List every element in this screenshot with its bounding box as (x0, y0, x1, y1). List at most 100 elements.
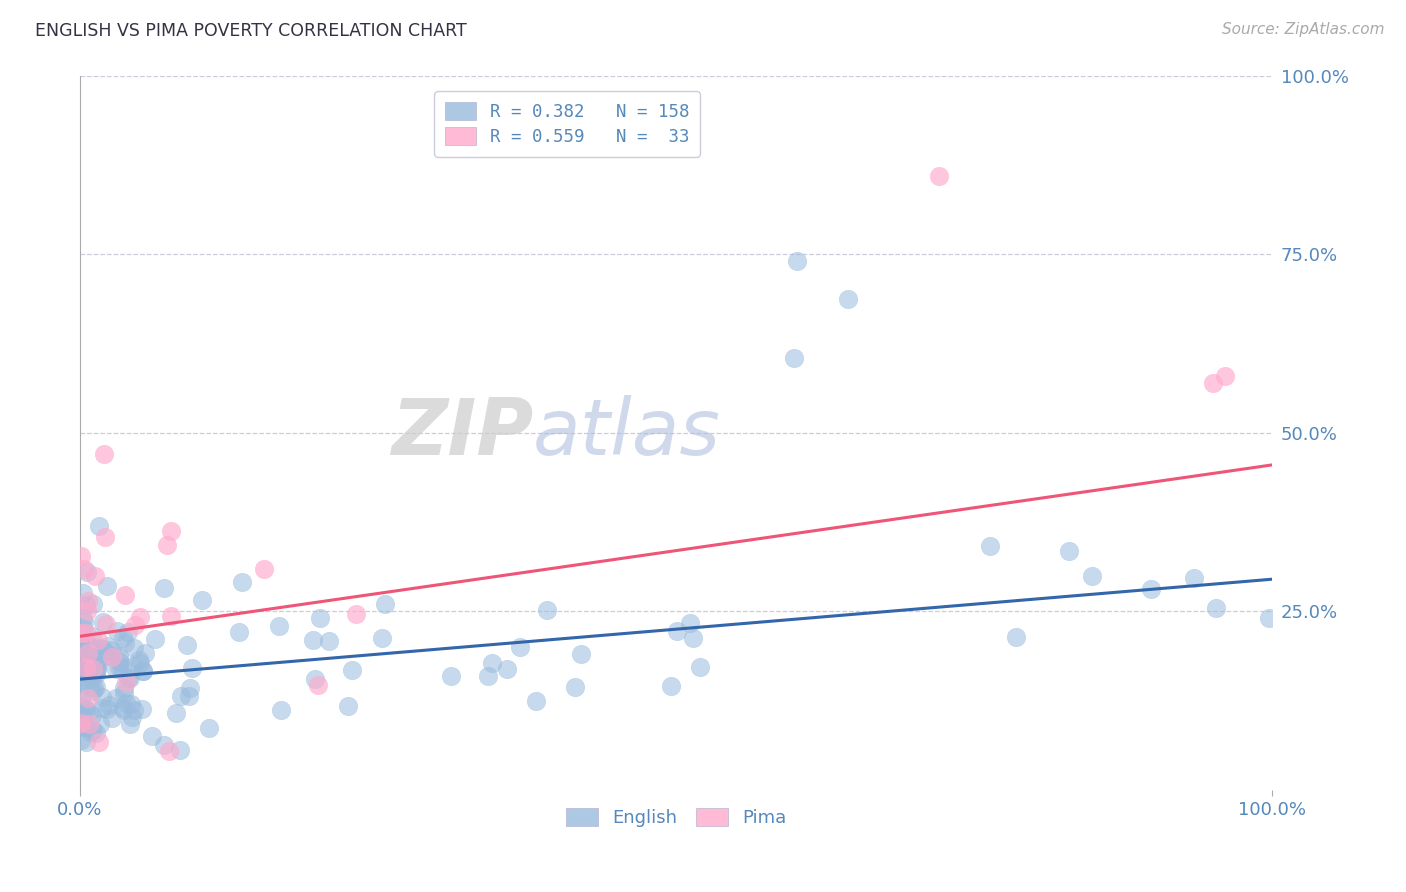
Point (80, 629, 103, 643)
Point (72, 611, 94, 625)
Point (83, 646, 105, 660)
Point (111, 631, 134, 645)
Point (159, 524, 181, 538)
Point (111, 701, 134, 715)
Point (117, 625, 139, 640)
Point (79, 680, 101, 694)
Point (786, 253, 808, 268)
Point (84, 666, 107, 681)
Point (73, 653, 96, 667)
Point (83, 681, 105, 695)
Point (70, 710, 93, 724)
Point (100, 643, 122, 657)
Point (304, 672, 326, 686)
Point (72, 701, 94, 715)
Point (75, 633, 97, 648)
Point (837, 292, 859, 306)
Point (89, 654, 111, 668)
Point (141, 730, 163, 744)
Point (302, 632, 325, 647)
Point (70, 653, 93, 667)
Point (98, 649, 121, 664)
Point (76, 565, 98, 579)
Point (77, 646, 100, 660)
Point (70, 625, 93, 640)
Point (114, 697, 136, 711)
Point (98, 648, 121, 662)
Point (72, 586, 94, 600)
Point (169, 743, 191, 757)
Point (72, 658, 94, 673)
Point (134, 647, 156, 661)
Point (132, 665, 155, 679)
Point (70, 626, 93, 640)
Point (177, 689, 200, 703)
Point (89, 640, 111, 655)
Text: ENGLISH VS PIMA POVERTY CORRELATION CHART: ENGLISH VS PIMA POVERTY CORRELATION CHAR… (35, 22, 467, 40)
Point (70, 660, 93, 674)
Point (129, 656, 152, 670)
Point (318, 633, 340, 648)
Point (80, 725, 103, 739)
Point (190, 592, 212, 607)
Point (536, 602, 558, 616)
Point (153, 739, 176, 753)
Point (170, 690, 193, 704)
Point (86, 661, 108, 675)
Point (131, 702, 153, 716)
Point (79, 705, 101, 719)
Point (928, 169, 950, 183)
Point (100, 650, 122, 665)
Point (122, 640, 145, 655)
Point (481, 657, 503, 671)
Point (70, 691, 93, 706)
Point (87, 519, 110, 533)
Text: ZIP: ZIP (391, 395, 533, 471)
Point (344, 607, 367, 621)
Point (82, 662, 104, 676)
Point (87, 632, 110, 647)
Point (1139, 582, 1161, 596)
Point (73, 721, 96, 735)
Point (82, 669, 104, 683)
Point (526, 693, 548, 707)
Point (496, 662, 519, 676)
Point (1005, 630, 1028, 644)
Point (176, 638, 198, 652)
Point (107, 654, 129, 668)
Point (70, 733, 93, 747)
Point (112, 681, 135, 695)
Point (93, 644, 115, 658)
Point (72, 716, 94, 731)
Point (86, 662, 108, 676)
Point (1202, 376, 1225, 390)
Legend: English, Pima: English, Pima (558, 801, 794, 835)
Point (75, 660, 97, 674)
Point (477, 669, 499, 683)
Point (96, 702, 118, 716)
Point (114, 636, 136, 650)
Point (75, 702, 97, 716)
Point (267, 619, 290, 633)
Point (157, 744, 180, 758)
Point (160, 609, 183, 624)
Point (80, 661, 103, 675)
Point (374, 597, 396, 611)
Point (82, 640, 104, 655)
Point (122, 658, 145, 673)
Point (96, 617, 118, 632)
Point (666, 624, 689, 639)
Point (231, 575, 253, 590)
Point (79, 646, 101, 660)
Point (72, 621, 94, 635)
Point (96, 639, 118, 653)
Point (679, 615, 702, 630)
Point (105, 624, 128, 639)
Point (156, 538, 179, 552)
Point (112, 703, 135, 717)
Point (84, 726, 107, 740)
Point (76, 640, 98, 654)
Point (70, 682, 93, 697)
Point (153, 581, 176, 595)
Point (121, 710, 143, 724)
